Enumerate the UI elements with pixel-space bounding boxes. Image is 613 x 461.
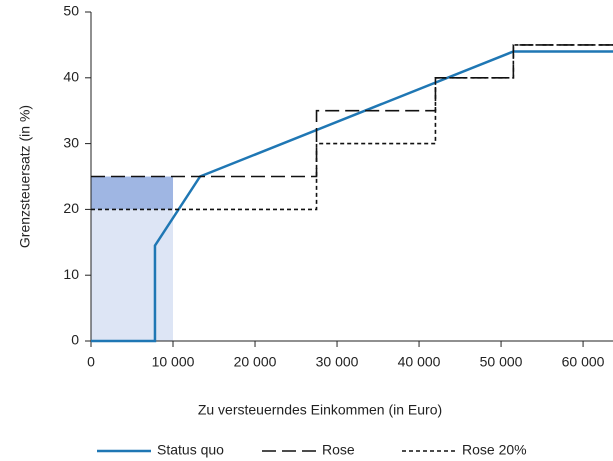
x-tick-label: 0	[87, 354, 95, 370]
y-axis-label: Grenzsteuersatz (in %)	[17, 105, 33, 248]
x-tick-label: 40 000	[398, 354, 441, 370]
x-tick-label: 60 000	[562, 354, 605, 370]
legend-label: Rose	[322, 442, 355, 458]
x-tick-label: 30 000	[316, 354, 359, 370]
series-line	[91, 44, 613, 211]
y-tick-label: 40	[63, 69, 79, 85]
x-tick-label: 20 000	[234, 354, 277, 370]
y-tick-label: 20	[63, 200, 79, 216]
legend-label: Rose 20%	[462, 442, 527, 458]
legend-label: Status quo	[157, 442, 224, 458]
series-line	[91, 44, 613, 178]
shaded-band	[91, 176, 174, 210]
series-line	[91, 50, 613, 343]
y-tick-label: 10	[63, 266, 79, 282]
x-tick-label: 50 000	[480, 354, 523, 370]
y-tick-label: 0	[71, 332, 79, 348]
y-tick-label: 30	[63, 134, 79, 150]
x-tick-label: 10 000	[152, 354, 195, 370]
y-tick-label: 50	[63, 3, 79, 19]
shaded-band	[91, 209, 174, 341]
x-axis-label: Zu versteuerndes Einkommen (in Euro)	[198, 402, 442, 418]
